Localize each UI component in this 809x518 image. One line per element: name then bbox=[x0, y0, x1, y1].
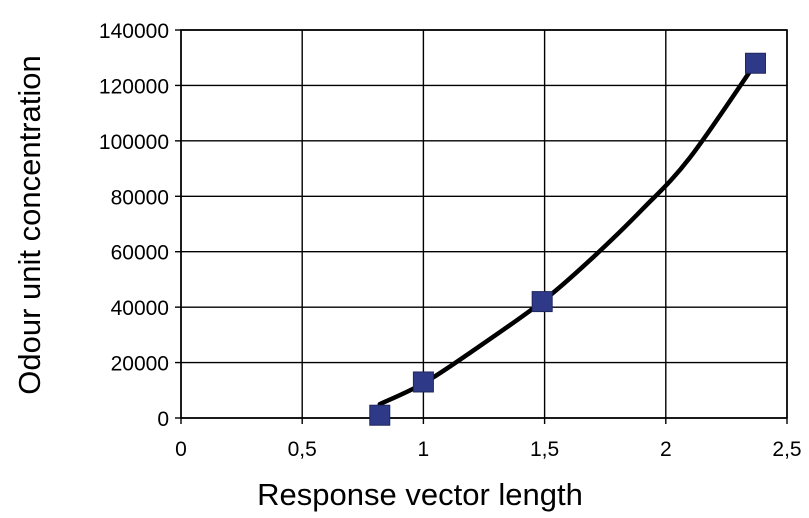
axes bbox=[175, 29, 788, 424]
y-tick-label: 100000 bbox=[99, 131, 169, 154]
data-point bbox=[412, 371, 434, 393]
data-point bbox=[744, 52, 766, 74]
x-tick-label: 1 bbox=[418, 438, 430, 461]
y-tick-label: 20000 bbox=[111, 353, 169, 376]
trend-curve bbox=[377, 61, 758, 407]
y-axis-title: Odour unit concentration bbox=[12, 55, 47, 395]
y-tick-label: 140000 bbox=[99, 20, 169, 43]
y-tick-label: 0 bbox=[157, 408, 169, 431]
x-tick-label: 2 bbox=[660, 438, 672, 461]
x-tick-label: 1,5 bbox=[530, 438, 559, 461]
plot-frame bbox=[180, 29, 788, 419]
y-tick-labels: 0 20000 40000 60000 80000 100000 120000 140000 bbox=[99, 20, 169, 431]
y-tick-label: 120000 bbox=[99, 75, 169, 98]
grid bbox=[180, 29, 788, 419]
x-axis-title: Response vector length bbox=[257, 477, 583, 512]
y-tick-label: 80000 bbox=[111, 186, 169, 209]
x-tick-labels: 0 0,5 1 1,5 2 2,5 bbox=[175, 438, 801, 461]
y-tick-label: 40000 bbox=[111, 297, 169, 320]
series-layer bbox=[369, 52, 766, 426]
y-tick-label: 60000 bbox=[111, 242, 169, 265]
x-tick-label: 0,5 bbox=[288, 438, 317, 461]
x-tick-label: 0 bbox=[175, 438, 187, 461]
data-point bbox=[369, 404, 391, 426]
x-tick-label: 2,5 bbox=[772, 438, 801, 461]
data-point bbox=[531, 291, 553, 313]
